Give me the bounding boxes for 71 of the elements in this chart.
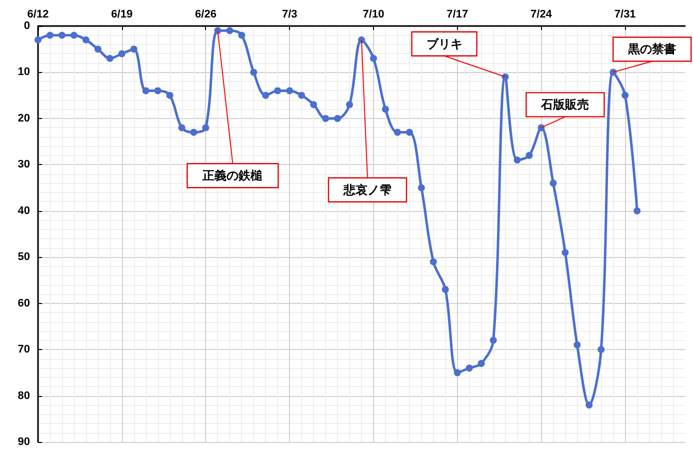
point — [154, 87, 162, 94]
point — [478, 360, 485, 367]
point — [358, 36, 365, 44]
point — [454, 369, 461, 376]
point — [346, 101, 354, 108]
point — [430, 258, 437, 266]
annotation: 悲哀ノ雫 — [342, 182, 392, 197]
y-tick-label: 50 — [18, 251, 30, 264]
point — [598, 346, 605, 354]
point — [310, 101, 318, 108]
point — [622, 92, 629, 99]
point — [394, 128, 401, 136]
point — [574, 341, 581, 348]
y-tick-label: 90 — [18, 436, 30, 448]
point — [418, 184, 425, 192]
point — [526, 152, 533, 159]
point — [106, 54, 114, 62]
point — [202, 124, 210, 132]
point — [262, 92, 270, 99]
point — [634, 207, 641, 214]
y-tick-label: 80 — [18, 390, 30, 402]
point — [586, 402, 593, 409]
annotation: 正義の鉄槌 — [202, 168, 264, 183]
point — [442, 286, 449, 293]
point — [46, 32, 54, 39]
point — [514, 156, 521, 164]
point — [250, 68, 258, 76]
point — [94, 46, 102, 53]
point — [118, 50, 126, 58]
y-tick-label: 0 — [24, 20, 30, 32]
point — [502, 73, 509, 80]
point — [274, 87, 282, 94]
point — [382, 106, 389, 113]
point — [370, 54, 377, 62]
point — [298, 92, 306, 99]
y-tick-label: 60 — [18, 297, 30, 310]
y-tick-label: 30 — [18, 158, 30, 171]
x-tick-label: 6/12 — [27, 8, 49, 20]
y-tick-label: 20 — [18, 112, 30, 124]
point — [286, 87, 294, 94]
annotation: 黒の禁書 — [627, 42, 676, 56]
x-tick-label: 7/24 — [530, 8, 553, 20]
y-tick-label: 40 — [18, 204, 30, 217]
x-tick-label: 7/3 — [282, 8, 298, 20]
point — [490, 336, 497, 344]
point — [58, 32, 66, 39]
point — [466, 364, 473, 372]
point — [178, 124, 186, 132]
x-tick-label: 7/10 — [362, 8, 384, 20]
point — [226, 27, 234, 34]
point — [142, 87, 150, 94]
annotation: 石版販売 — [540, 98, 590, 112]
x-tick-label: 7/31 — [614, 8, 636, 20]
annotation: ブリキ — [426, 36, 462, 51]
x-tick-label: 6/19 — [111, 8, 133, 20]
point — [82, 36, 90, 44]
point — [406, 128, 413, 136]
point — [130, 46, 138, 53]
point — [190, 128, 198, 136]
point — [562, 248, 569, 256]
point — [550, 180, 557, 187]
point — [322, 114, 330, 122]
point — [238, 32, 246, 39]
x-tick-label: 7/17 — [446, 8, 468, 20]
y-tick-label: 10 — [18, 66, 30, 78]
point — [334, 114, 342, 122]
y-tick-label: 70 — [18, 344, 30, 356]
x-tick-label: 6/26 — [195, 8, 216, 20]
point — [166, 92, 174, 99]
point — [34, 36, 42, 44]
point — [70, 32, 78, 39]
